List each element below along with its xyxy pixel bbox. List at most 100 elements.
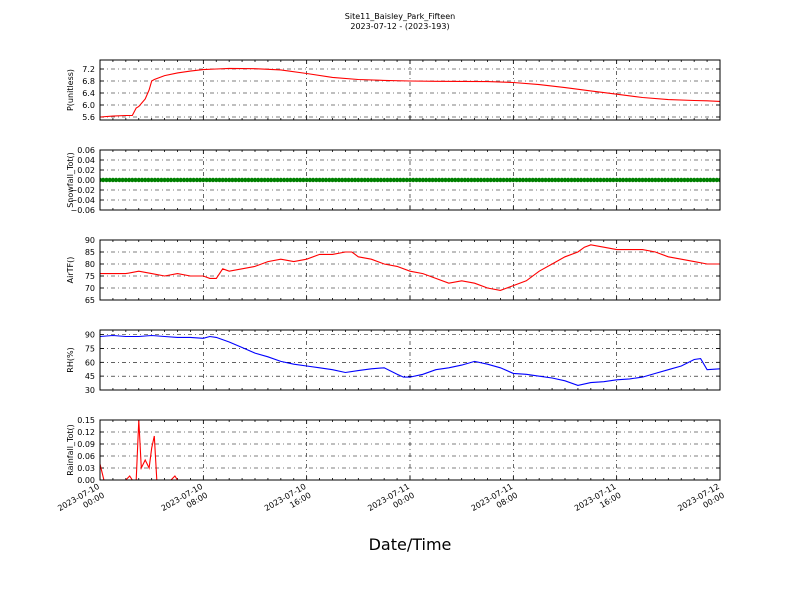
scatter-point xyxy=(185,177,190,183)
chart-title: Site11_Baisley_Park_Fifteen xyxy=(345,12,455,21)
scatter-point xyxy=(495,177,500,183)
scatter-point xyxy=(385,177,390,183)
y-tick-label: 6.0 xyxy=(82,101,95,110)
scatter-point xyxy=(569,177,574,183)
scatter-point xyxy=(688,177,694,183)
y-tick-label: 60 xyxy=(85,358,95,367)
scatter-point xyxy=(401,177,406,183)
scatter-point xyxy=(650,177,655,183)
scatter-point xyxy=(149,177,154,183)
scatter-point xyxy=(294,177,300,183)
panel-4: 30 45 60 75 90 RH(%) xyxy=(66,329,721,395)
scatter-point xyxy=(662,177,668,183)
scatter-point xyxy=(578,177,584,183)
scatter-point xyxy=(220,177,225,183)
scatter-point xyxy=(143,177,148,183)
scatter-point xyxy=(692,177,697,183)
scatter-point xyxy=(414,177,419,183)
scatter-point xyxy=(378,177,384,183)
scatter-point xyxy=(236,177,242,183)
scatter-point xyxy=(159,177,164,183)
y-axis-label: P(unitless) xyxy=(66,69,75,111)
scatter-point xyxy=(120,177,125,183)
scatter-point xyxy=(101,177,106,183)
scatter-point xyxy=(672,177,677,183)
scatter-point xyxy=(365,177,371,183)
axes-frame xyxy=(99,329,721,391)
scatter-point xyxy=(275,177,280,183)
scatter-point xyxy=(488,177,493,183)
scatter-point xyxy=(133,177,138,183)
scatter-point xyxy=(682,177,687,183)
scatter-point xyxy=(168,177,174,183)
scatter-point xyxy=(585,177,590,183)
scatter-point xyxy=(711,177,716,183)
scatter-point xyxy=(175,177,180,183)
scatter-point xyxy=(524,177,529,183)
scatter-point xyxy=(462,177,468,183)
scatter-point xyxy=(217,177,222,183)
y-axis-label: Snowfall_Tot() xyxy=(66,152,75,208)
scatter-point xyxy=(472,177,477,183)
scatter-point xyxy=(369,177,374,183)
scatter-point xyxy=(349,177,355,183)
scatter-point xyxy=(533,177,539,183)
scatter-point xyxy=(511,177,516,183)
y-tick-label: 0.00 xyxy=(77,476,95,485)
scatter-point xyxy=(340,177,345,183)
scatter-point xyxy=(417,177,422,183)
scatter-point xyxy=(698,177,703,183)
scatter-point xyxy=(139,177,145,183)
scatter-point xyxy=(475,177,480,183)
scatter-point xyxy=(572,177,577,183)
scatter-point xyxy=(291,177,296,183)
scatter-point xyxy=(382,177,387,183)
scatter-point xyxy=(504,177,510,183)
scatter-point xyxy=(210,177,216,183)
scatter-point xyxy=(640,177,645,183)
scatter-point xyxy=(252,177,258,183)
scatter-point xyxy=(214,177,219,183)
scatter-point xyxy=(388,177,393,183)
y-tick-label: 65 xyxy=(85,296,95,305)
scatter-point xyxy=(556,177,561,183)
scatter-point xyxy=(394,177,400,183)
scatter-point xyxy=(352,177,358,183)
scatter-point xyxy=(233,177,238,183)
axes-frame xyxy=(99,239,721,301)
scatter-point xyxy=(152,177,158,183)
scatter-point xyxy=(666,177,671,183)
scatter-point xyxy=(126,177,132,183)
scatter-point xyxy=(117,177,122,183)
scatter-point xyxy=(404,177,409,183)
scatter-point xyxy=(259,177,264,183)
scatter-point xyxy=(611,177,616,183)
scatter-point xyxy=(249,177,254,183)
scatter-point xyxy=(278,177,283,183)
scatter-point xyxy=(123,177,128,183)
y-axis-label: AirTF() xyxy=(66,257,75,284)
scatter-point xyxy=(637,177,642,183)
scatter-point xyxy=(695,177,700,183)
scatter-point xyxy=(204,177,209,183)
y-tick-label: 85 xyxy=(85,248,95,257)
scatter-point xyxy=(333,177,338,183)
panel-3: 65 70 75 80 85 90 AirTF() xyxy=(66,236,721,305)
scatter-point xyxy=(181,177,187,183)
scatter-point xyxy=(304,177,309,183)
scatter-point xyxy=(327,177,332,183)
y-tick-label: 0.00 xyxy=(77,176,95,185)
y-tick-label: 0.02 xyxy=(77,166,95,175)
y-tick-label: 0.06 xyxy=(77,146,95,155)
y-tick-label: 6.4 xyxy=(82,89,95,98)
scatter-point xyxy=(469,177,474,183)
scatter-point xyxy=(446,177,451,183)
scatter-point xyxy=(575,177,581,183)
scatter-point xyxy=(624,177,629,183)
scatter-point xyxy=(543,177,548,183)
scatter-point xyxy=(704,177,710,183)
scatter-point xyxy=(336,177,342,183)
y-tick-label: 0.03 xyxy=(77,464,95,473)
